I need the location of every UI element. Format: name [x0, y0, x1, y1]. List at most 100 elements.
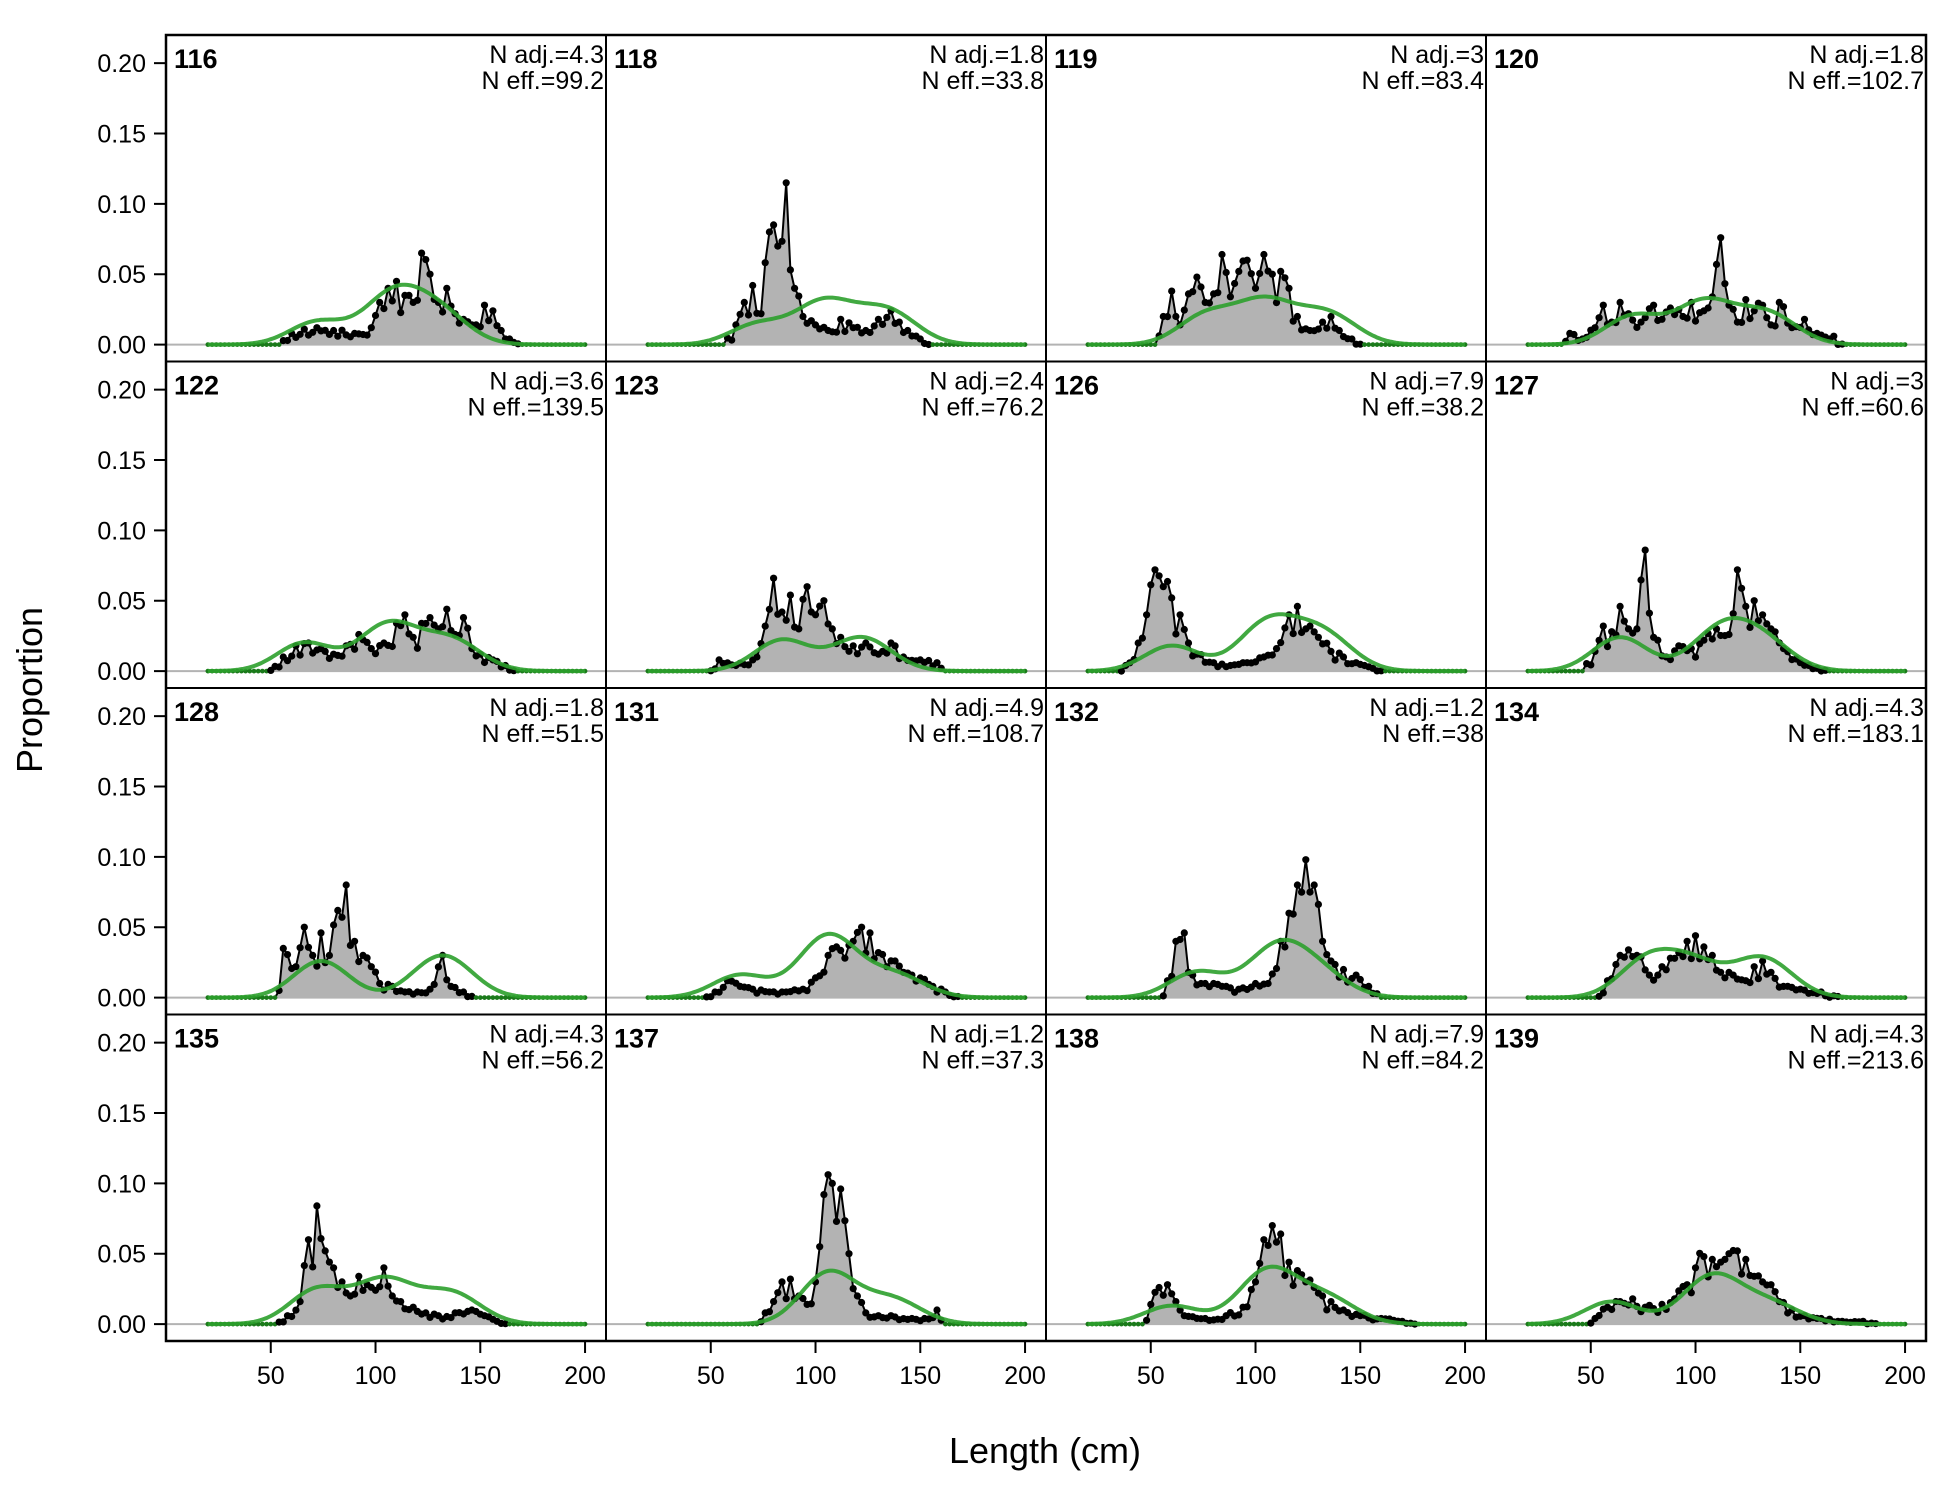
observed-point [1176, 1306, 1184, 1314]
observed-point [1335, 326, 1343, 335]
observed-point [1595, 314, 1603, 322]
observed-area [647, 182, 1026, 345]
observed-point [422, 256, 430, 264]
observed-point [1117, 667, 1125, 675]
observed-point [1327, 1298, 1335, 1306]
n-adj-label: N adj.=4.3 [1809, 694, 1924, 722]
observed-point [1123, 1321, 1128, 1327]
observed-point [1563, 668, 1568, 674]
observed-point [1633, 323, 1641, 331]
observed-point [1151, 1288, 1159, 1296]
observed-point [309, 951, 317, 960]
observed-point [426, 270, 434, 278]
observed-point [338, 1278, 346, 1286]
observed-point [770, 221, 778, 229]
observed-point [380, 305, 388, 313]
observed-point [1180, 625, 1188, 634]
observed-point [1620, 953, 1628, 961]
observed-point [1272, 645, 1281, 653]
n-eff-label: N eff.=99.2 [481, 67, 604, 95]
observed-point [1159, 1291, 1167, 1299]
observed-point [933, 659, 941, 667]
observed-point [1143, 1316, 1151, 1324]
observed-point [1144, 995, 1149, 1000]
observed-point [459, 614, 468, 622]
n-adj-label: N adj.=1.8 [1809, 41, 1924, 69]
y-tick-label: 0.10 [97, 191, 146, 219]
observed-point [795, 292, 803, 300]
observed-point [765, 605, 774, 613]
observed-point [1767, 1281, 1775, 1289]
observed-point [853, 1292, 862, 1300]
observed-point [1721, 974, 1729, 982]
observed-point [841, 643, 849, 651]
observed-point [371, 968, 380, 976]
observed-point [1580, 668, 1585, 674]
observed-point [1754, 975, 1762, 983]
observed-point [359, 1286, 367, 1294]
x-tick-label: 200 [1004, 1362, 1046, 1390]
n-adj-label: N adj.=1.2 [1369, 694, 1484, 722]
observed-point [363, 638, 371, 647]
observed-point [371, 311, 380, 320]
observed-point [866, 328, 874, 337]
observed-point [388, 297, 396, 305]
observed-point [803, 987, 811, 995]
observed-point [443, 284, 451, 292]
observed-point [1738, 584, 1746, 592]
panel-id-label: 118 [614, 44, 658, 74]
observed-point [1721, 1255, 1729, 1263]
y-axis-title: Proportion [9, 607, 50, 773]
observed-point [275, 663, 283, 671]
panel-id-label: 116 [174, 44, 218, 74]
n-eff-label: N eff.=102.7 [1788, 67, 1924, 95]
observed-point [1327, 647, 1335, 656]
observed-area [1527, 550, 1906, 672]
observed-point [1148, 342, 1154, 347]
observed-area [1527, 1250, 1906, 1325]
observed-point [1222, 268, 1230, 277]
observed-point [1629, 1295, 1637, 1303]
outer-axes: 0.00 0.05 0.10 0.15 0.20 0.00 0.05 0.10 0.15 0.20… [97, 33, 1928, 1390]
expected-line [1527, 946, 1905, 1000]
observed-point [770, 1298, 778, 1306]
observed-point [330, 1264, 338, 1272]
observed-point [1264, 1241, 1272, 1249]
observed-point [497, 326, 505, 335]
observed-point [765, 228, 774, 236]
observed-point [1725, 630, 1733, 639]
observed-point [498, 995, 504, 1000]
observed-point [272, 995, 278, 1000]
observed-point [845, 319, 853, 327]
observed-point [1268, 970, 1276, 978]
n-eff-label: N eff.=213.6 [1788, 1047, 1924, 1075]
panel-119: 119 N adj.=3N eff.=83.4 [1045, 34, 1487, 363]
y-tick-label: 0.15 [97, 121, 146, 149]
observed-point [334, 332, 342, 340]
expected-line [1087, 1264, 1465, 1327]
observed-point [1323, 639, 1331, 647]
observed-point [413, 644, 421, 652]
observed-point [1767, 968, 1775, 976]
observed-point [1155, 1283, 1163, 1292]
observed-point [1180, 929, 1188, 937]
observed-point [761, 622, 769, 630]
observed-point [1366, 342, 1372, 347]
observed-point [853, 928, 862, 937]
observed-point [309, 1263, 317, 1271]
observed-point [943, 342, 948, 347]
observed-point [443, 976, 451, 984]
n-adj-label: N adj.=1.8 [929, 41, 1044, 69]
observed-point [1383, 342, 1388, 347]
observed-point [264, 995, 269, 1000]
n-eff-label: N eff.=139.5 [468, 394, 604, 422]
observed-point [1588, 995, 1594, 1000]
observed-point [1277, 1230, 1285, 1238]
observed-point [247, 668, 253, 674]
observed-point [268, 1321, 274, 1327]
observed-point [1633, 625, 1641, 633]
observed-point [704, 342, 709, 347]
observed-point [753, 653, 761, 661]
observed-point [1800, 315, 1809, 323]
observed-point [1641, 966, 1649, 974]
